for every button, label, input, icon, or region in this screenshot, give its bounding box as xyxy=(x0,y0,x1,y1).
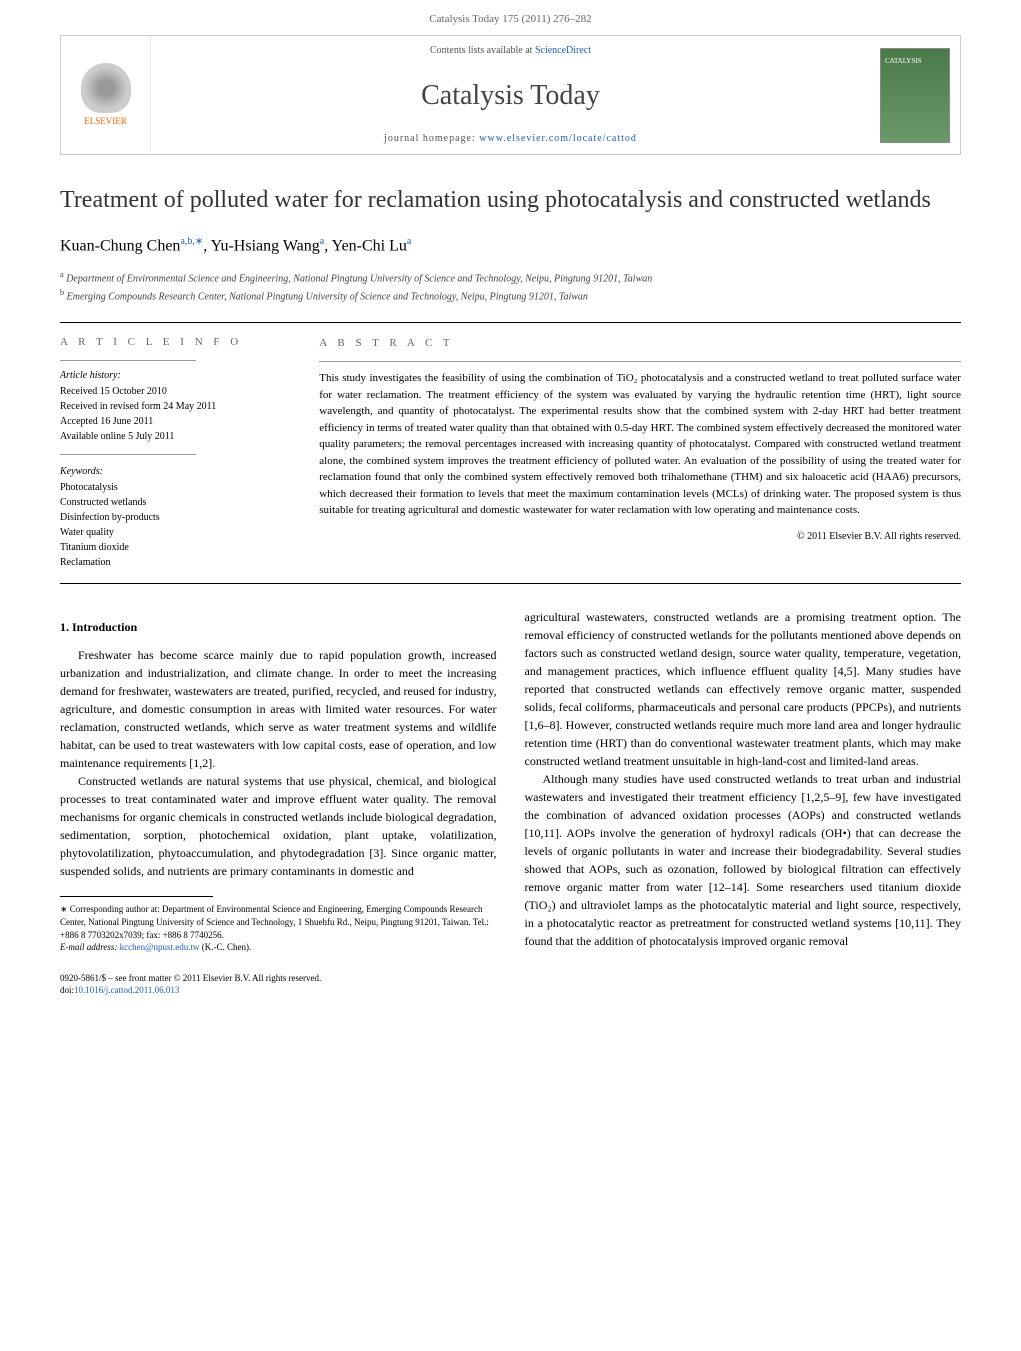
footnote-text: Corresponding author at: Department of E… xyxy=(60,904,489,939)
article-content: Treatment of polluted water for reclamat… xyxy=(0,185,1021,953)
abstract: a b s t r a c t This study investigates … xyxy=(303,323,961,583)
article-title: Treatment of polluted water for reclamat… xyxy=(60,185,961,216)
keyword-4: Water quality xyxy=(60,526,287,540)
footer-line-1: 0920-5861/$ – see front matter © 2011 El… xyxy=(60,972,961,985)
journal-banner: ELSEVIER Contents lists available at Sci… xyxy=(60,35,961,155)
history-label: Article history: xyxy=(60,369,287,383)
email-link[interactable]: kcchen@npust.edu.tw xyxy=(120,942,200,952)
para-left-2: Constructed wetlands are natural systems… xyxy=(60,772,497,880)
email-footnote: E-mail address: kcchen@npust.edu.tw (K.-… xyxy=(60,941,497,954)
affil-text-b: Emerging Compounds Research Center, Nati… xyxy=(67,291,588,302)
author-2: Yu-Hsiang Wang xyxy=(211,237,320,254)
journal-cover-icon: CATALYSIS xyxy=(880,48,950,143)
history-received: Received 15 October 2010 xyxy=(60,385,287,399)
article-info: a r t i c l e i n f o Article history: R… xyxy=(60,323,303,583)
footer-doi-line: doi:10.1016/j.cattod.2011.06.013 xyxy=(60,984,961,997)
elsevier-tree-icon xyxy=(81,63,131,113)
running-header: Catalysis Today 175 (2011) 276–282 xyxy=(0,0,1021,35)
keyword-2: Constructed wetlands xyxy=(60,496,287,510)
banner-center: Contents lists available at ScienceDirec… xyxy=(151,36,870,154)
author-1: Kuan-Chung Chen xyxy=(60,237,180,254)
info-rule-1 xyxy=(60,360,196,361)
history-online: Available online 5 July 2011 xyxy=(60,430,287,444)
affil-text-a: Department of Environmental Science and … xyxy=(66,274,652,285)
affiliation-b: b Emerging Compounds Research Center, Na… xyxy=(60,287,961,304)
section-1-heading: 1. Introduction xyxy=(60,618,497,636)
keyword-5: Titanium dioxide xyxy=(60,541,287,555)
body-columns: 1. Introduction Freshwater has become sc… xyxy=(60,608,961,953)
history-revised: Received in revised form 24 May 2011 xyxy=(60,400,287,414)
section-title: Introduction xyxy=(72,620,137,634)
page-footer: 0920-5861/$ – see front matter © 2011 El… xyxy=(0,972,1021,1017)
para-left-1: Freshwater has become scarce mainly due … xyxy=(60,646,497,772)
para-right-2: Although many studies have used construc… xyxy=(525,770,962,950)
elsevier-logo: ELSEVIER xyxy=(81,63,131,127)
publisher-name: ELSEVIER xyxy=(84,116,127,126)
homepage-prefix: journal homepage: xyxy=(384,133,479,144)
email-label: E-mail address: xyxy=(60,942,120,952)
doi-label: doi: xyxy=(60,985,74,995)
sciencedirect-link[interactable]: ScienceDirect xyxy=(535,45,591,56)
right-column: agricultural wastewaters, constructed we… xyxy=(525,608,962,953)
homepage-link[interactable]: www.elsevier.com/locate/cattod xyxy=(479,133,637,144)
affil-marker-a: a xyxy=(60,270,64,279)
section-number: 1. xyxy=(60,620,69,634)
info-heading: a r t i c l e i n f o xyxy=(60,335,287,350)
abstract-heading: a b s t r a c t xyxy=(319,335,961,352)
footnote-marker: ∗ xyxy=(60,904,68,914)
author-3: Yen-Chi Lu xyxy=(332,237,407,254)
left-column: 1. Introduction Freshwater has become sc… xyxy=(60,608,497,953)
author-sep-2: , xyxy=(324,237,331,254)
cover-box: CATALYSIS xyxy=(870,36,960,154)
keyword-3: Disinfection by-products xyxy=(60,511,287,525)
keyword-6: Reclamation xyxy=(60,556,287,570)
keywords-label: Keywords: xyxy=(60,465,287,479)
info-abstract-block: a r t i c l e i n f o Article history: R… xyxy=(60,322,961,584)
abstract-rule xyxy=(319,361,961,362)
homepage-line: journal homepage: www.elsevier.com/locat… xyxy=(159,132,862,146)
corresponding-footnote: ∗ Corresponding author at: Department of… xyxy=(60,903,497,941)
cover-label: CATALYSIS xyxy=(885,57,921,67)
authors-line: Kuan-Chung Chena,b,∗, Yu-Hsiang Wang a, Y… xyxy=(60,235,961,258)
keyword-1: Photocatalysis xyxy=(60,481,287,495)
footnote-rule xyxy=(60,896,213,897)
author-3-markers: a xyxy=(407,236,411,247)
author-sep-1: , xyxy=(203,237,210,254)
affiliation-a: a Department of Environmental Science an… xyxy=(60,269,961,286)
affiliations: a Department of Environmental Science an… xyxy=(60,269,961,304)
history-accepted: Accepted 16 June 2011 xyxy=(60,415,287,429)
abstract-copyright: © 2011 Elsevier B.V. All rights reserved… xyxy=(319,529,961,544)
info-rule-2 xyxy=(60,454,196,455)
publisher-logo-box: ELSEVIER xyxy=(61,36,151,154)
contents-prefix: Contents lists available at xyxy=(430,45,535,56)
journal-name: Catalysis Today xyxy=(159,76,862,115)
contents-line: Contents lists available at ScienceDirec… xyxy=(159,44,862,58)
affil-marker-b: b xyxy=(60,288,64,297)
para-right-1: agricultural wastewaters, constructed we… xyxy=(525,608,962,770)
author-1-markers: a,b,∗ xyxy=(180,236,203,247)
doi-link[interactable]: 10.1016/j.cattod.2011.06.013 xyxy=(74,985,179,995)
email-suffix: (K.-C. Chen). xyxy=(199,942,251,952)
abstract-text: This study investigates the feasibility … xyxy=(319,370,961,519)
